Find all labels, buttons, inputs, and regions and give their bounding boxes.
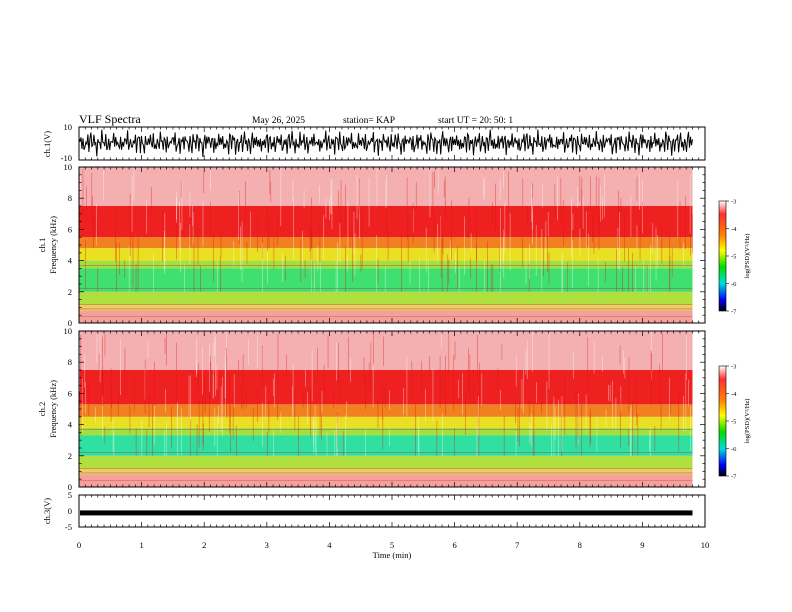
spectrogram-band [79, 416, 693, 428]
colorbar-tick-label: -5 [731, 254, 736, 261]
waveform-ch1-ticks [78, 127, 706, 160]
waveform-ch1-ylabel: ch.1(V) [42, 131, 52, 157]
x-tick-label: 10 [701, 540, 710, 550]
colorbar-ch2: -3 -4 -5 -6 -7 log(PSD)(V²/Hz) [718, 364, 751, 481]
spectrogram-band [79, 404, 693, 417]
spectrogram-ch2-ytick-labels: 0 2 4 6 8 10 [64, 326, 73, 492]
spectrogram-band [79, 427, 693, 436]
colorbar-ch1-label: log(PSD)(V²/Hz) [744, 234, 751, 279]
spectrogram-band [79, 260, 693, 269]
waveform-ch3-ticks [78, 495, 706, 527]
waveform-ch3-trace [80, 510, 693, 516]
y-tick-label: 2 [68, 287, 72, 297]
x-tick-label: 3 [265, 540, 269, 550]
spectrogram-ch1-ticks [78, 166, 706, 324]
y-tick-label: 10 [64, 326, 73, 336]
colorbar-ch2-ticks: -3 -4 -5 -6 -7 [726, 364, 737, 481]
y-tick-label: 0 [68, 482, 72, 492]
spectrogram-band [79, 248, 693, 261]
x-tick-label: 7 [515, 540, 519, 550]
colorbar-tick-label: -7 [731, 474, 737, 481]
colorbar-ch1-gradient [718, 200, 727, 312]
spectrogram-band [79, 435, 693, 456]
spectrogram-band [79, 455, 693, 469]
x-tick-labels: 0 1 2 3 4 5 6 7 8 9 10 [77, 540, 709, 550]
waveform-ch3-panel: 5 0 -5 ch.3(V) 0 1 2 3 4 5 6 7 8 9 10 Time (min) [42, 490, 709, 560]
x-tick-label: 6 [452, 540, 456, 550]
colorbar-tick-label: -4 [731, 391, 737, 398]
spectrogram-ch2-ylabel-channel: ch.2 [37, 402, 47, 416]
y-tick-label: 4 [68, 420, 73, 430]
station-label: station= KAP [343, 116, 395, 126]
y-tick-label: 8 [68, 357, 72, 367]
x-tick-label: 9 [640, 540, 644, 550]
spectrogram-band [79, 304, 693, 311]
y-tick-label: 10 [64, 162, 73, 172]
colorbar-ch2-label: log(PSD)(V²/Hz) [744, 399, 751, 444]
spectrogram-band [79, 268, 693, 292]
colorbar-tick-label: -3 [731, 199, 736, 206]
x-tick-label: 1 [139, 540, 143, 550]
spectrogram-ch1-channel: ch.1 [37, 238, 47, 252]
waveform-ch1-panel: 10 -10 ch.1(V) [42, 122, 706, 163]
spectrogram-ch1-ylabel-freq: Frequency (kHz) [48, 216, 58, 274]
waveform-ch3-ytick-bottom: -5 [65, 522, 72, 532]
y-tick-label: 4 [68, 256, 73, 266]
waveform-ch3-ytick-mid: 0 [68, 506, 72, 516]
colorbar-tick-label: -6 [731, 446, 737, 453]
waveform-ch1-ytick-bottom: -10 [61, 153, 72, 163]
y-tick-label: 6 [68, 388, 72, 398]
spectrogram-ch1-image [79, 167, 693, 323]
waveform-ch3-ylabel: ch.3(V) [42, 498, 52, 524]
colorbar-tick-label: -6 [731, 281, 737, 288]
spectrogram-ch1-ylabel-channel: ch.1 [37, 238, 47, 252]
spectrogram-ch1-panel: 0 2 4 6 8 10 ch.1 Frequency (kHz) [37, 162, 706, 328]
spectrogram-band [79, 237, 693, 249]
plot-title: VLF Spectra [79, 112, 141, 126]
waveform-ch1-ytick-top: 10 [64, 122, 73, 132]
y-tick-label: 2 [68, 451, 72, 461]
colorbar-tick-label: -3 [731, 364, 736, 371]
spectrogram-band [79, 331, 693, 370]
spectrogram-band [79, 468, 693, 475]
start-time-label: start UT = 20: 50: 1 [438, 116, 513, 126]
y-tick-label: 0 [68, 318, 72, 328]
spectrogram-ch2-panel: 0 2 4 6 8 10 ch.2 Frequency (kHz) [37, 326, 706, 492]
x-tick-label: 2 [202, 540, 206, 550]
colorbar-ch2-gradient [718, 365, 727, 477]
colorbar-ch1: -3 -4 -5 -6 -7 log(PSD)(V²/Hz) [718, 199, 751, 316]
colorbar-tick-label: -5 [731, 419, 736, 426]
x-tick-label: 4 [327, 540, 332, 550]
y-tick-label: 6 [68, 224, 72, 234]
colorbar-tick-label: -4 [731, 226, 737, 233]
date-label: May 26, 2025 [252, 116, 305, 126]
waveform-ch3-ytick-top: 5 [68, 490, 72, 500]
x-tick-label: 5 [390, 540, 394, 550]
spectrogram-band [79, 370, 693, 405]
spectrogram-ch2-ticks [78, 330, 706, 488]
x-axis-label: Time (min) [373, 550, 412, 560]
spectrogram-band [79, 206, 693, 238]
waveform-ch1-line [78, 129, 693, 158]
colorbar-tick-label: -7 [731, 309, 737, 316]
colorbar-ch1-ticks: -3 -4 -5 -6 -7 [726, 199, 737, 316]
y-tick-label: 8 [68, 193, 72, 203]
x-tick-label: 8 [578, 540, 582, 550]
spectrogram-band [79, 291, 693, 305]
spectrogram-ch1-ytick-labels: 0 2 4 6 8 10 [64, 162, 73, 328]
x-tick-label: 0 [77, 540, 81, 550]
spectrogram-ch2-image [79, 331, 693, 487]
spectrogram-ch2-ylabel-freq: Frequency (kHz) [48, 380, 58, 438]
